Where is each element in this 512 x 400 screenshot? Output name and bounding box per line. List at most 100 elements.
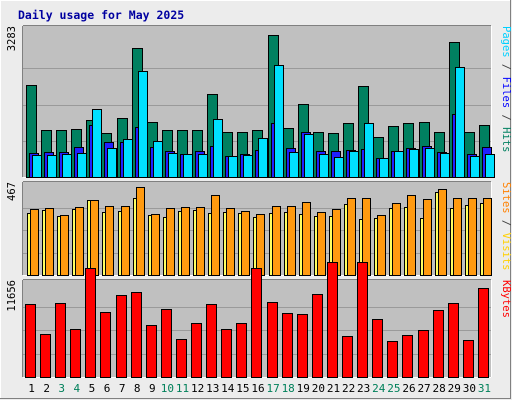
bar-sites-day-8 [136, 187, 145, 276]
panel-hits_files_pages: 3283 Pages / Files / Hits [6, 25, 512, 178]
legend-part: / [500, 214, 512, 233]
chart-panels: 3283 Pages / Files / Hits 467 Sites / Visit… [6, 25, 512, 378]
bar-sites-day-28 [438, 189, 447, 276]
bar-pages-day-17 [274, 65, 284, 178]
bar-sites-day-7 [121, 206, 130, 276]
bar-pages-day-24 [379, 158, 389, 178]
bar-pages-day-2 [47, 155, 57, 178]
bar-pages-day-18 [289, 152, 299, 178]
chart-title: Daily usage for May 2025 [18, 8, 184, 22]
day-label-17: 17 [266, 382, 279, 395]
panel-visits_sites: 467 Sites / Visits [6, 181, 512, 276]
bar-pages-day-6 [107, 148, 117, 178]
day-label-11: 11 [176, 382, 189, 395]
bar-pages-day-1 [32, 155, 42, 178]
day-label-25: 25 [387, 382, 400, 395]
day-label-24: 24 [372, 382, 386, 395]
day-label-7: 7 [119, 382, 126, 395]
bar-kbytes-day-12 [191, 323, 202, 378]
bar-sites-day-10 [166, 208, 175, 276]
bar-kbytes-day-16 [251, 268, 262, 378]
bar-pages-day-30 [470, 156, 480, 178]
bar-sites-day-17 [272, 206, 281, 276]
bar-kbytes-day-14 [221, 329, 232, 378]
legend-part: Files [500, 77, 512, 109]
bar-sites-day-19 [302, 202, 311, 276]
day-label-12: 12 [191, 382, 204, 395]
bar-kbytes-day-27 [418, 330, 429, 378]
bar-sites-day-29 [453, 198, 462, 276]
bar-sites-day-27 [423, 199, 432, 276]
bar-kbytes-day-5 [85, 268, 96, 378]
bar-kbytes-day-18 [282, 313, 293, 378]
bar-pages-day-16 [258, 138, 268, 178]
legend-part: Sites [500, 182, 512, 214]
legend-part: Hits [500, 127, 512, 152]
day-label-20: 20 [312, 382, 325, 395]
day-label-9: 9 [149, 382, 156, 395]
bar-pages-day-13 [213, 119, 223, 178]
panel-legend: Sites / Visits [500, 182, 512, 271]
bar-kbytes-day-13 [206, 304, 217, 378]
bar-sites-day-18 [287, 206, 296, 276]
day-label-3: 3 [58, 382, 65, 395]
bar-kbytes-day-15 [236, 323, 247, 378]
day-label-21: 21 [327, 382, 340, 395]
bar-kbytes-day-30 [463, 340, 474, 378]
bar-kbytes-day-6 [100, 312, 111, 378]
bar-kbytes-day-3 [55, 303, 66, 378]
bar-pages-day-11 [183, 154, 193, 178]
bar-sites-day-25 [392, 203, 401, 276]
bar-sites-day-6 [105, 206, 114, 276]
bar-sites-day-1 [30, 209, 39, 276]
bar-kbytes-day-7 [116, 295, 127, 378]
bar-pages-day-21 [334, 157, 344, 178]
bar-kbytes-day-9 [146, 325, 157, 378]
bar-kbytes-day-23 [357, 262, 368, 378]
bar-pages-day-26 [409, 149, 419, 178]
day-label-30: 30 [463, 382, 476, 395]
day-label-10: 10 [161, 382, 174, 395]
day-label-18: 18 [282, 382, 295, 395]
bar-pages-day-12 [198, 154, 208, 178]
day-label-2: 2 [43, 382, 50, 395]
day-label-26: 26 [402, 382, 415, 395]
bar-pages-day-14 [228, 156, 238, 178]
bar-kbytes-day-17 [267, 302, 278, 378]
bar-pages-day-8 [138, 71, 148, 178]
bar-sites-day-13 [211, 195, 220, 276]
day-label-8: 8 [134, 382, 141, 395]
bar-sites-day-12 [196, 207, 205, 276]
bar-pages-day-23 [364, 123, 374, 178]
day-label-29: 29 [448, 382, 461, 395]
bar-sites-day-20 [317, 212, 326, 276]
bar-kbytes-day-1 [25, 304, 36, 378]
bar-sites-day-2 [45, 208, 54, 276]
bar-sites-day-22 [347, 198, 356, 276]
bar-sites-day-31 [483, 198, 492, 276]
bar-pages-day-29 [455, 67, 465, 178]
bar-sites-day-15 [241, 211, 250, 276]
bar-kbytes-day-28 [433, 310, 444, 378]
legend-part: / [500, 58, 512, 77]
bar-kbytes-day-25 [387, 341, 398, 378]
bar-sites-day-26 [407, 195, 416, 276]
bar-kbytes-day-11 [176, 339, 187, 378]
bar-pages-day-7 [123, 139, 133, 178]
bar-pages-day-27 [425, 148, 435, 178]
day-label-28: 28 [433, 382, 446, 395]
bar-sites-day-5 [90, 200, 99, 276]
day-label-22: 22 [342, 382, 355, 395]
day-label-16: 16 [251, 382, 264, 395]
bar-kbytes-day-19 [297, 314, 308, 378]
bar-pages-day-28 [440, 153, 450, 178]
bar-sites-day-16 [256, 214, 265, 276]
bar-pages-day-15 [243, 155, 253, 178]
legend-part: KBytes [500, 280, 512, 318]
bar-kbytes-day-24 [372, 319, 383, 378]
bar-pages-day-3 [62, 154, 72, 178]
bar-kbytes-day-22 [342, 336, 353, 378]
day-label-14: 14 [221, 382, 235, 395]
bar-pages-day-31 [485, 154, 495, 178]
